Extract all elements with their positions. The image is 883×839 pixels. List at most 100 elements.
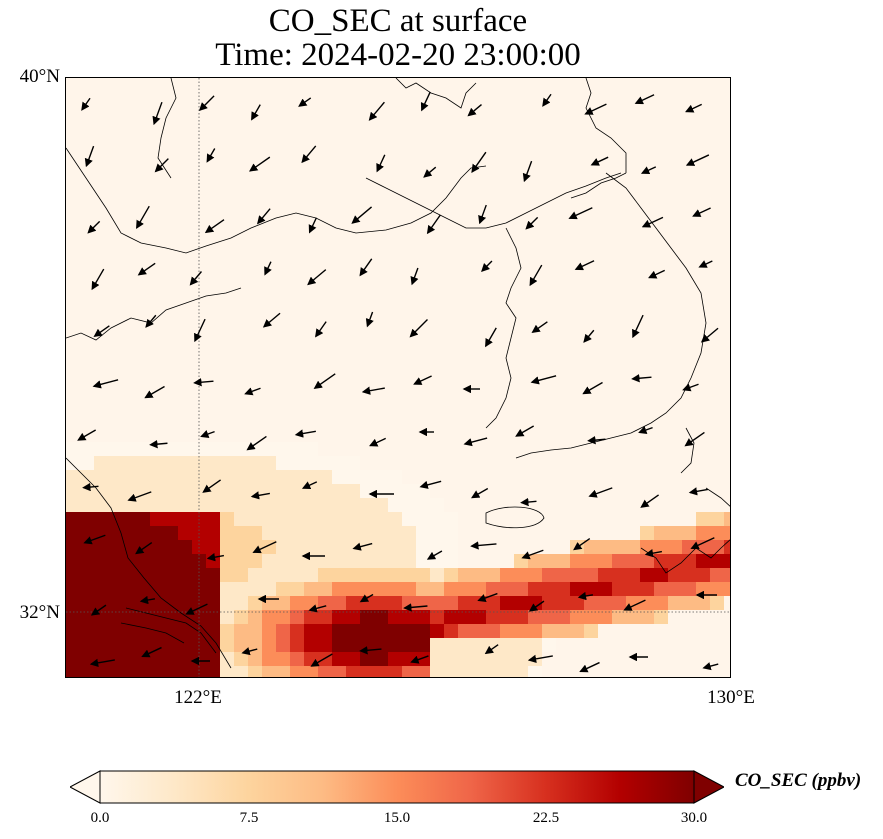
field-cell <box>654 610 668 624</box>
field-cell <box>584 596 598 610</box>
field-cell <box>220 582 234 596</box>
wind-arrow <box>700 327 719 343</box>
field-cell <box>696 596 710 610</box>
wind-arrow <box>573 537 591 551</box>
field-cell <box>94 442 108 456</box>
field-cell <box>668 526 682 540</box>
field-cell <box>668 554 682 568</box>
field-cell <box>220 442 234 456</box>
field-cell <box>584 554 598 568</box>
field-cell <box>276 442 290 456</box>
wind-arrow <box>577 591 594 601</box>
field-cell <box>220 624 234 638</box>
wind-arrow <box>579 661 600 673</box>
field-cell <box>262 582 276 596</box>
field-cell <box>332 568 346 582</box>
field-cell <box>696 526 710 540</box>
field-cell <box>458 568 472 582</box>
wind-arrow <box>249 156 271 172</box>
field-cell <box>332 484 346 498</box>
wind-arrow <box>152 101 163 126</box>
wind-arrow <box>264 261 272 276</box>
field-cell <box>388 638 402 652</box>
field-cell <box>458 582 472 596</box>
field-cell <box>710 582 724 596</box>
wind-arrow <box>241 647 258 656</box>
field-cell <box>108 624 122 638</box>
wind-arrow <box>640 166 657 175</box>
field-cell <box>248 624 262 638</box>
field-cell <box>290 652 304 666</box>
field-cell <box>346 470 360 484</box>
field-cell <box>402 568 416 582</box>
field-cell <box>332 652 346 666</box>
field-cell <box>388 582 402 596</box>
field-cell <box>248 456 262 470</box>
field-cell <box>304 540 318 554</box>
wind-arrow <box>91 268 105 291</box>
colorbar-label: CO_SEC (ppbv) <box>735 770 862 791</box>
field-cell <box>66 596 80 610</box>
lon-label-122: 122°E <box>174 687 222 708</box>
field-cell <box>262 596 276 610</box>
wind-arrow <box>244 387 261 396</box>
field-cell <box>514 624 528 638</box>
title-line-1: CO_SEC at surface <box>268 3 528 39</box>
field-cell <box>640 568 654 582</box>
map-canvas <box>66 78 730 677</box>
field-cell <box>276 610 290 624</box>
field-cell <box>220 470 234 484</box>
field-cell <box>178 652 192 666</box>
field-cell <box>668 596 682 610</box>
field-cell <box>178 456 192 470</box>
field-cell <box>500 652 514 666</box>
field-cell <box>668 582 682 596</box>
field-cell <box>150 540 164 554</box>
field-cell <box>710 554 724 568</box>
field-cell <box>458 596 472 610</box>
field-cell <box>262 610 276 624</box>
field-cell <box>318 568 332 582</box>
field-cell <box>514 610 528 624</box>
field-cell <box>346 568 360 582</box>
field-cell <box>724 554 730 568</box>
field-cell <box>402 652 416 666</box>
wind-arrow <box>525 216 539 230</box>
field-cell <box>360 666 374 677</box>
field-cell <box>346 582 360 596</box>
field-cell <box>206 442 220 456</box>
field-cell <box>710 596 724 610</box>
field-cell <box>150 456 164 470</box>
field-cell <box>304 526 318 540</box>
field-cell <box>444 554 458 568</box>
field-cell <box>318 582 332 596</box>
field-cell <box>248 470 262 484</box>
field-cell <box>374 540 388 554</box>
field-cell <box>458 666 472 677</box>
field-cell <box>346 666 360 677</box>
field-cell <box>444 512 458 526</box>
field-cell <box>304 638 318 652</box>
field-cell <box>444 624 458 638</box>
field-cell <box>206 596 220 610</box>
field-cell <box>66 526 80 540</box>
field-cell <box>164 484 178 498</box>
wind-arrow <box>84 145 95 168</box>
field-cell <box>556 568 570 582</box>
wind-arrow <box>638 426 653 434</box>
field-cell <box>332 498 346 512</box>
wind-arrow <box>467 104 482 117</box>
field-cell <box>262 652 276 666</box>
field-cell <box>248 610 262 624</box>
wind-arrow <box>313 373 336 389</box>
field-cell <box>528 638 542 652</box>
wind-arrow <box>352 542 373 551</box>
wind-arrow <box>423 166 437 178</box>
field-cell <box>150 610 164 624</box>
wind-arrow <box>648 269 665 279</box>
field-cell <box>416 638 430 652</box>
field-cell <box>528 582 542 596</box>
colorbar-tick-2: 15.0 <box>383 810 411 826</box>
field-cell <box>164 456 178 470</box>
field-cell <box>122 554 136 568</box>
